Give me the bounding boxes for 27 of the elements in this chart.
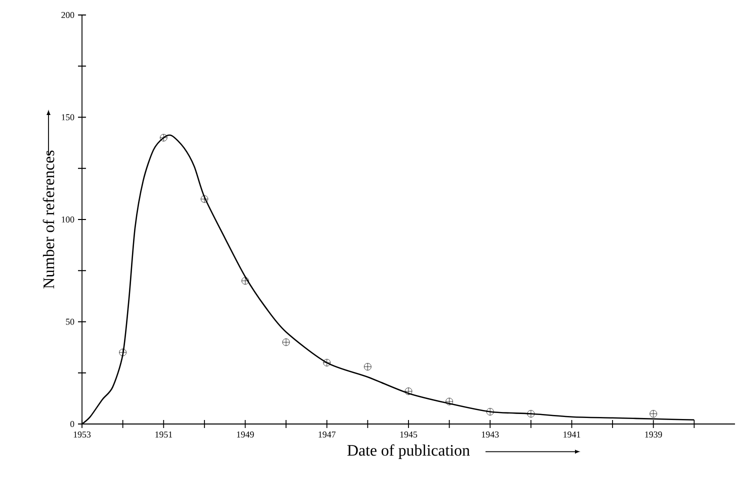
point — [650, 410, 658, 418]
point — [364, 363, 372, 370]
point — [119, 348, 126, 356]
y-tick-label: 150 — [62, 114, 74, 120]
x-tick-label: 1947 — [318, 432, 336, 438]
x-tick-label: 1943 — [482, 432, 499, 438]
x-tick-label: 1945 — [400, 432, 418, 438]
y-tick-label: 0 — [70, 420, 74, 428]
y-tick-label: 100 — [62, 216, 74, 223]
y-axis-title: Number of references — [42, 150, 54, 289]
point — [486, 408, 494, 416]
point — [404, 388, 412, 395]
point — [282, 338, 290, 346]
x-tick-label: 1939 — [645, 432, 662, 438]
point — [160, 134, 168, 142]
x-tick-label: 1949 — [237, 432, 254, 438]
point — [200, 195, 208, 203]
x-tick-label: 1953 — [74, 432, 91, 438]
y-tick-label: 200 — [61, 12, 74, 18]
point — [446, 398, 453, 406]
point — [242, 277, 249, 285]
x-tick-label: 1951 — [155, 432, 172, 438]
x-axis-title: Date of publication — [347, 444, 470, 459]
point — [323, 358, 331, 366]
y-tick-label: 50 — [66, 318, 74, 325]
x-tick-label: 1941 — [564, 432, 580, 438]
point — [527, 410, 535, 418]
